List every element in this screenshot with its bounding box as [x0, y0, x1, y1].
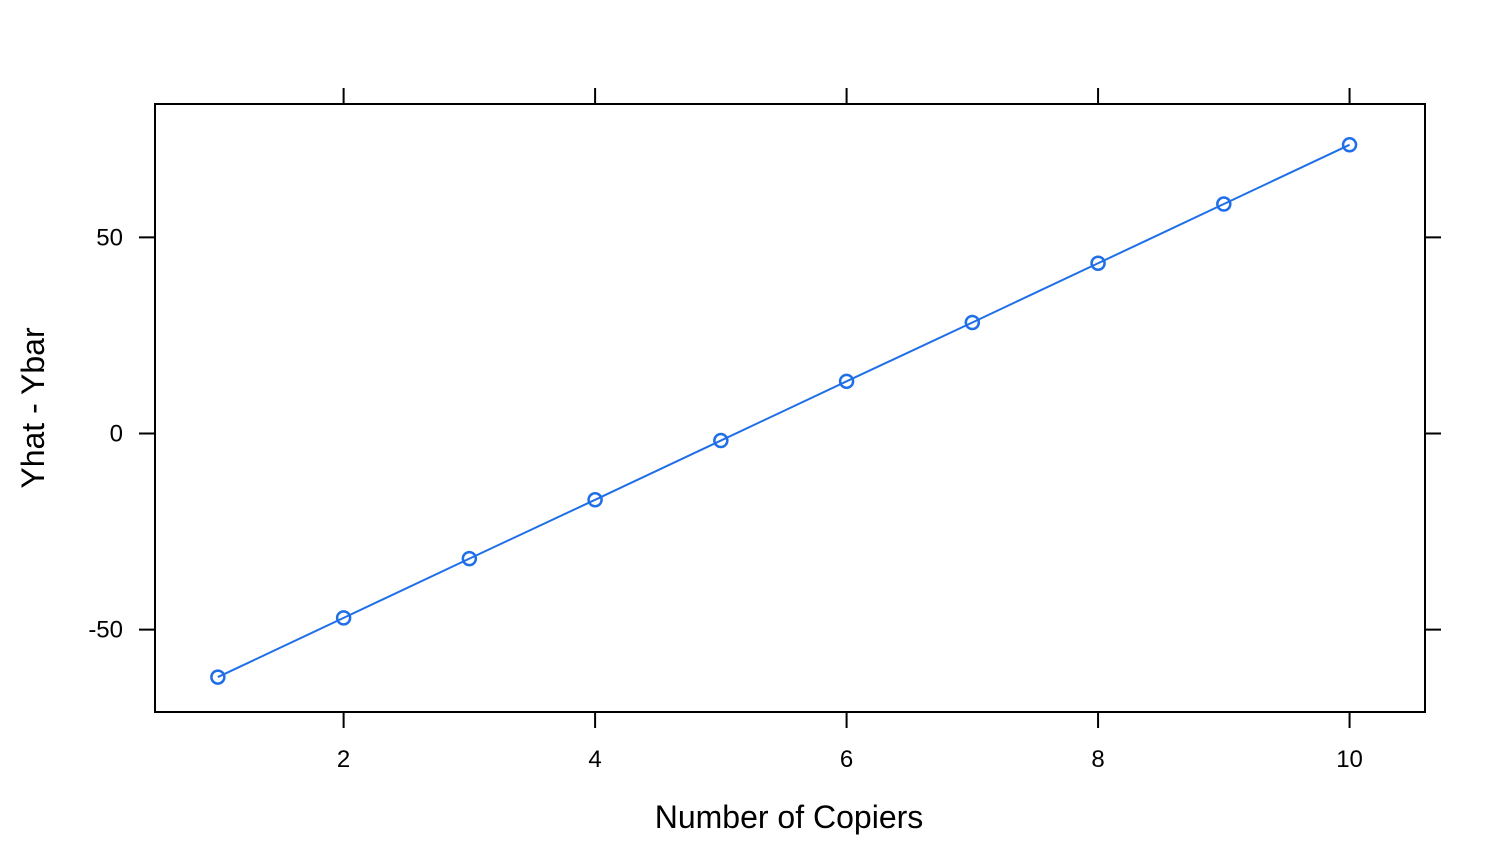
x-tick-label: 10 [1336, 746, 1363, 773]
x-tick-label: 2 [337, 746, 350, 773]
series-line [217, 143, 1350, 678]
plot-frame [154, 103, 1426, 713]
x-tick-label: 6 [840, 746, 853, 773]
x-tick-label: 8 [1091, 746, 1104, 773]
data-point [587, 492, 603, 508]
series-layer [210, 137, 1358, 685]
y-tick-label: 50 [96, 224, 123, 251]
data-point [1216, 196, 1232, 212]
data-point [1341, 137, 1358, 153]
y-axis-title: Yhat - Ybar [15, 327, 51, 489]
x-axis-title: Number of Copiers [655, 799, 924, 835]
data-point [838, 373, 855, 390]
x-tick-label: 4 [588, 746, 601, 773]
data-point [1090, 255, 1106, 272]
y-tick-label: -50 [88, 617, 123, 644]
y-tick-label: 0 [110, 420, 123, 447]
data-point [964, 314, 981, 331]
data-point [461, 550, 478, 567]
x-axis-ticks: 2 4 6 8 10 [337, 88, 1363, 773]
data-point [335, 610, 352, 626]
data-point [210, 669, 226, 685]
data-point [713, 432, 729, 449]
y-axis-ticks: -50 0 50 [88, 224, 1441, 644]
